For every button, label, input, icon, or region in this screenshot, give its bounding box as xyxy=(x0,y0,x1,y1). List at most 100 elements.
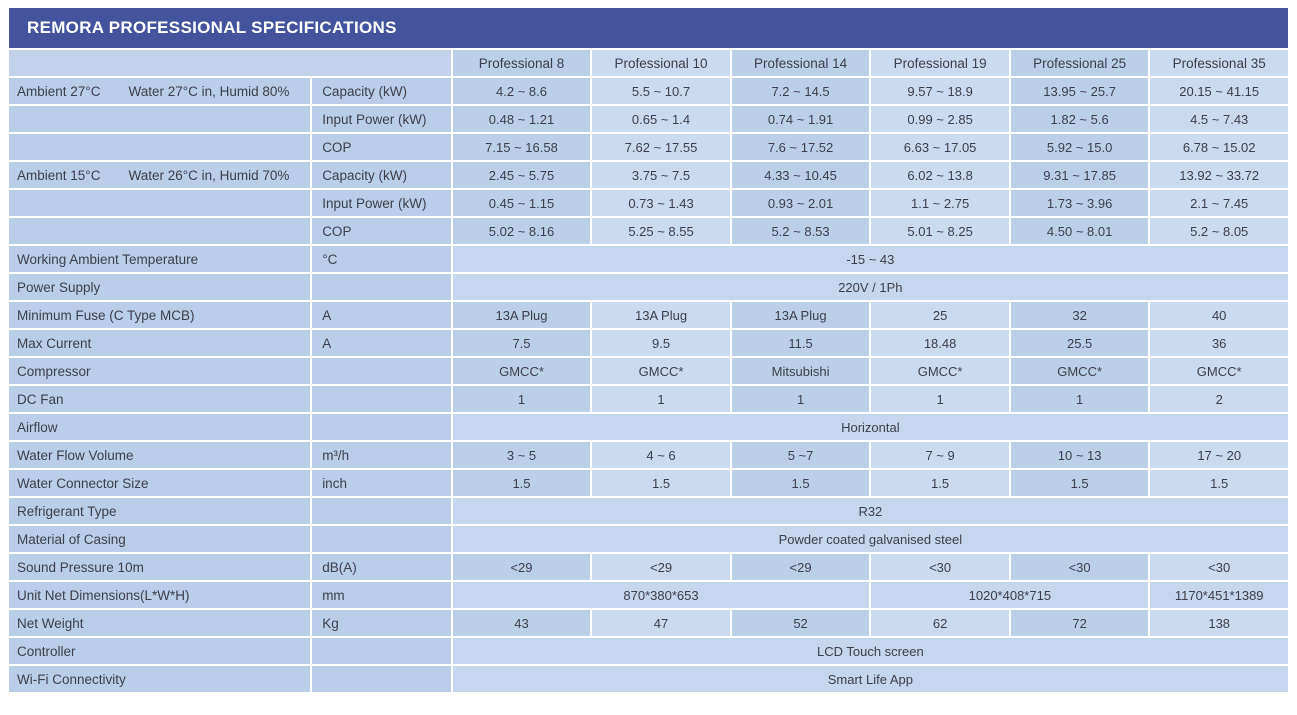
spec-value-cell: 1.82 ~ 5.6 xyxy=(1010,106,1149,132)
spec-value-cell: 4.2 ~ 8.6 xyxy=(452,78,591,104)
row-label xyxy=(9,218,311,244)
spec-value-cell: 1 xyxy=(871,386,1009,412)
spec-value-cell: 5.5 ~ 10.7 xyxy=(592,78,730,104)
row-unit: °C xyxy=(312,246,451,272)
spec-value-cell: 5.92 ~ 15.0 xyxy=(1010,134,1149,160)
spec-sheet: REMORA PROFESSIONAL SPECIFICATIONS Profe… xyxy=(7,8,1290,694)
spec-value-cell: 47 xyxy=(592,610,730,636)
row-unit xyxy=(312,638,451,664)
table-row: Water Connector Size inch 1.5 1.5 1.5 1.5 1.5 1… xyxy=(9,470,1288,496)
table-row: Net Weight Kg 43 47 52 62 72 138 xyxy=(9,610,1288,636)
spec-value-cell: 52 xyxy=(731,610,870,636)
row-label: Max Current xyxy=(9,330,311,356)
spec-value-cell: GMCC* xyxy=(452,358,591,384)
spec-value-cell: 6.63 ~ 17.05 xyxy=(871,134,1009,160)
row-label: Net Weight xyxy=(9,610,311,636)
spec-value-cell: 1.5 xyxy=(871,470,1009,496)
table-row: Input Power (kW) 0.48 ~ 1.21 0.65 ~ 1.4 0.7… xyxy=(9,106,1288,132)
row-unit: COP xyxy=(312,218,451,244)
spec-value-cell: 5.02 ~ 8.16 xyxy=(452,218,591,244)
table-row: Power Supply 220V / 1Ph xyxy=(9,274,1288,300)
spec-value-cell: 7 ~ 9 xyxy=(871,442,1009,468)
spec-value-cell: 7.2 ~ 14.5 xyxy=(731,78,870,104)
spec-value-cell: <29 xyxy=(731,554,870,580)
row-unit xyxy=(312,526,451,552)
table-row: Compressor GMCC* GMCC* Mitsubishi GMCC* GMCC*… xyxy=(9,358,1288,384)
row-label: Material of Casing xyxy=(9,526,311,552)
column-header-professional-25: Professional 25 xyxy=(1010,50,1149,76)
spec-value-cell: 5.2 ~ 8.05 xyxy=(1150,218,1288,244)
spec-value-cell: 13.95 ~ 25.7 xyxy=(1010,78,1149,104)
spec-span-cell: R32 xyxy=(452,498,1288,524)
spec-value-cell: 17 ~ 20 xyxy=(1150,442,1288,468)
page-title: REMORA PROFESSIONAL SPECIFICATIONS xyxy=(9,8,1288,48)
spec-value-cell: 1.1 ~ 2.75 xyxy=(871,190,1009,216)
table-row: Max Current A 7.5 9.5 11.5 18.48 25.5 36 xyxy=(9,330,1288,356)
spec-value-cell: Mitsubishi xyxy=(731,358,870,384)
row-unit: inch xyxy=(312,470,451,496)
spec-span-cell: 1020*408*715 xyxy=(871,582,1149,608)
spec-value-cell: 1 xyxy=(1010,386,1149,412)
spec-value-cell: 138 xyxy=(1150,610,1288,636)
table-row: Input Power (kW) 0.45 ~ 1.15 0.73 ~ 1.43 0.… xyxy=(9,190,1288,216)
spec-value-cell: 1 xyxy=(592,386,730,412)
spec-value-cell: <29 xyxy=(592,554,730,580)
header-spacer xyxy=(9,50,451,76)
row-label: Minimum Fuse (C Type MCB) xyxy=(9,302,311,328)
spec-value-cell: 20.15 ~ 41.15 xyxy=(1150,78,1288,104)
table-row: Refrigerant Type R32 xyxy=(9,498,1288,524)
spec-value-cell: <29 xyxy=(452,554,591,580)
spec-value-cell: 0.48 ~ 1.21 xyxy=(452,106,591,132)
spec-value-cell: 2 xyxy=(1150,386,1288,412)
spec-value-cell: 7.62 ~ 17.55 xyxy=(592,134,730,160)
row-label: Water Flow Volume xyxy=(9,442,311,468)
spec-value-cell: 2.45 ~ 5.75 xyxy=(452,162,591,188)
spec-value-cell: 4.33 ~ 10.45 xyxy=(731,162,870,188)
row-unit xyxy=(312,666,451,692)
row-label-condition: Ambient 27°C xyxy=(17,83,101,99)
spec-value-cell: 36 xyxy=(1150,330,1288,356)
spec-value-cell: 0.93 ~ 2.01 xyxy=(731,190,870,216)
spec-span-cell: 870*380*653 xyxy=(452,582,870,608)
spec-value-cell: 25.5 xyxy=(1010,330,1149,356)
spec-value-cell: 0.73 ~ 1.43 xyxy=(592,190,730,216)
column-header-professional-8: Professional 8 xyxy=(452,50,591,76)
spec-value-cell: 3 ~ 5 xyxy=(452,442,591,468)
spec-value-cell: 5.25 ~ 8.55 xyxy=(592,218,730,244)
row-label: Ambient 27°C Water 27°C in, Humid 80% xyxy=(9,78,311,104)
spec-value-cell: 5 ~7 xyxy=(731,442,870,468)
spec-value-cell: 0.74 ~ 1.91 xyxy=(731,106,870,132)
spec-span-cell: Smart Life App xyxy=(452,666,1288,692)
row-label-condition: Ambient 15°C xyxy=(17,167,101,183)
row-label-detail: Water 27°C in, Humid 80% xyxy=(128,83,290,99)
spec-value-cell: GMCC* xyxy=(592,358,730,384)
table-row: DC Fan 1 1 1 1 1 2 xyxy=(9,386,1288,412)
spec-value-cell: 1 xyxy=(452,386,591,412)
spec-value-cell: 1.5 xyxy=(1150,470,1288,496)
row-unit xyxy=(312,274,451,300)
row-unit: Capacity (kW) xyxy=(312,78,451,104)
spec-value-cell: 43 xyxy=(452,610,591,636)
spec-value-cell: 1.5 xyxy=(592,470,730,496)
row-unit: dB(A) xyxy=(312,554,451,580)
spec-value-cell: 4.5 ~ 7.43 xyxy=(1150,106,1288,132)
table-row: Ambient 27°C Water 27°C in, Humid 80% Capa… xyxy=(9,78,1288,104)
row-label-detail: Water 26°C in, Humid 70% xyxy=(128,167,290,183)
spec-value-cell: 9.57 ~ 18.9 xyxy=(871,78,1009,104)
spec-value-cell: <30 xyxy=(1150,554,1288,580)
column-header-professional-19: Professional 19 xyxy=(871,50,1009,76)
row-unit: COP xyxy=(312,134,451,160)
table-row: Working Ambient Temperature °C -15 ~ 43 xyxy=(9,246,1288,272)
row-unit: Input Power (kW) xyxy=(312,106,451,132)
row-unit xyxy=(312,386,451,412)
spec-value-cell: 5.2 ~ 8.53 xyxy=(731,218,870,244)
row-label: Compressor xyxy=(9,358,311,384)
spec-value-cell: 7.6 ~ 17.52 xyxy=(731,134,870,160)
table-row: Ambient 15°C Water 26°C in, Humid 70% Capa… xyxy=(9,162,1288,188)
row-unit: A xyxy=(312,302,451,328)
row-label: Refrigerant Type xyxy=(9,498,311,524)
spec-value-cell: 9.31 ~ 17.85 xyxy=(1010,162,1149,188)
table-row: Controller LCD Touch screen xyxy=(9,638,1288,664)
spec-value-cell: 6.02 ~ 13.8 xyxy=(871,162,1009,188)
